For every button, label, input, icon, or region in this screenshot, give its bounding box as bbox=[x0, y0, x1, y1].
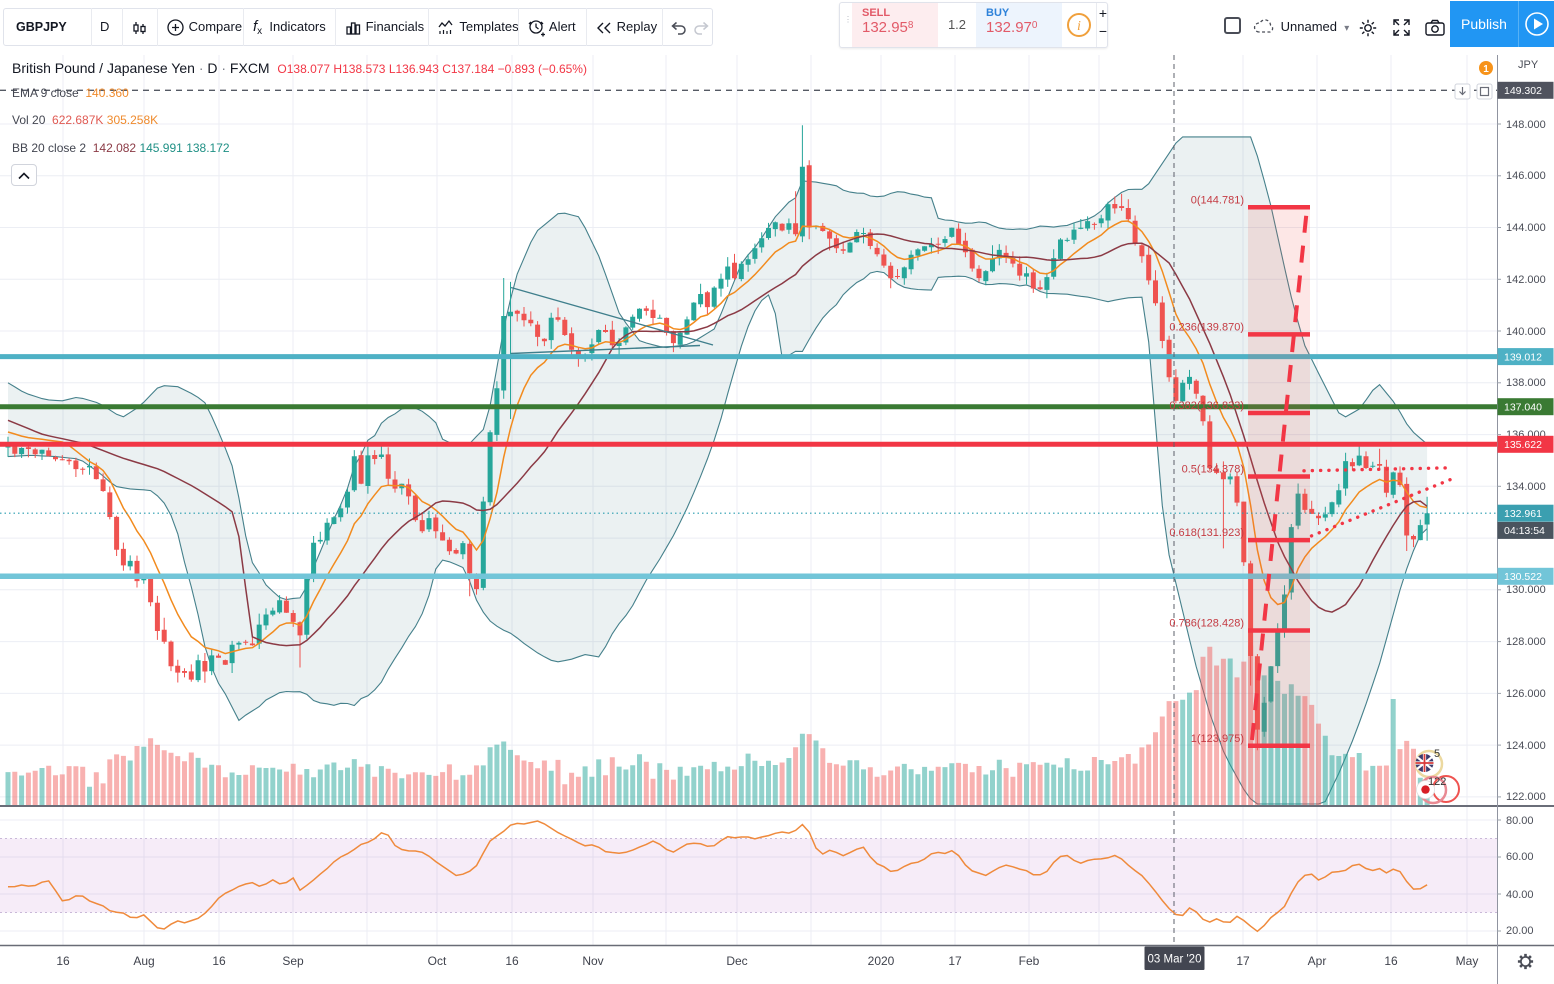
svg-text:Oct: Oct bbox=[428, 954, 447, 968]
svg-text:Apr: Apr bbox=[1308, 954, 1327, 968]
svg-text:139.012: 139.012 bbox=[1504, 351, 1542, 363]
svg-text:JPY: JPY bbox=[1518, 59, 1539, 71]
svg-text:20.00: 20.00 bbox=[1506, 925, 1534, 937]
svg-text:122.000: 122.000 bbox=[1506, 791, 1546, 803]
svg-text:80.00: 80.00 bbox=[1506, 815, 1534, 827]
svg-text:16: 16 bbox=[1384, 954, 1398, 968]
svg-text:144.000: 144.000 bbox=[1506, 222, 1546, 234]
svg-text:0.618(131.923): 0.618(131.923) bbox=[1169, 527, 1244, 539]
svg-text:5: 5 bbox=[1434, 748, 1440, 760]
svg-text:132.961: 132.961 bbox=[1504, 508, 1542, 520]
svg-text:03 Mar '20: 03 Mar '20 bbox=[1148, 954, 1202, 966]
svg-text:0.5(134.378): 0.5(134.378) bbox=[1182, 464, 1244, 476]
svg-text:16: 16 bbox=[505, 954, 519, 968]
svg-text:134.000: 134.000 bbox=[1506, 481, 1546, 493]
svg-text:124.000: 124.000 bbox=[1506, 740, 1546, 752]
svg-text:122: 122 bbox=[1428, 776, 1446, 788]
svg-text:138.000: 138.000 bbox=[1506, 377, 1546, 389]
svg-text:137.040: 137.040 bbox=[1504, 402, 1542, 414]
svg-text:60.00: 60.00 bbox=[1506, 851, 1534, 863]
svg-text:0.236(139.870): 0.236(139.870) bbox=[1169, 321, 1244, 333]
svg-text:142.000: 142.000 bbox=[1506, 274, 1546, 286]
svg-text:Sep: Sep bbox=[282, 954, 304, 968]
svg-text:146.000: 146.000 bbox=[1506, 170, 1546, 182]
svg-text:135.622: 135.622 bbox=[1504, 439, 1542, 451]
svg-text:Aug: Aug bbox=[133, 954, 154, 968]
svg-text:17: 17 bbox=[1236, 954, 1250, 968]
svg-text:0.382(136.833): 0.382(136.833) bbox=[1169, 400, 1244, 412]
svg-text:1: 1 bbox=[1483, 64, 1489, 75]
svg-text:Feb: Feb bbox=[1019, 954, 1040, 968]
svg-text:16: 16 bbox=[56, 954, 70, 968]
svg-text:149.302: 149.302 bbox=[1504, 85, 1542, 97]
svg-text:Dec: Dec bbox=[726, 954, 747, 968]
svg-text:1(123.975): 1(123.975) bbox=[1191, 733, 1244, 745]
svg-text:130.000: 130.000 bbox=[1506, 584, 1546, 596]
svg-text:130.522: 130.522 bbox=[1504, 571, 1542, 583]
svg-text:40.00: 40.00 bbox=[1506, 889, 1534, 901]
svg-text:2020: 2020 bbox=[868, 954, 895, 968]
svg-text:04:13:54: 04:13:54 bbox=[1504, 525, 1545, 537]
svg-text:Nov: Nov bbox=[582, 954, 603, 968]
svg-text:17: 17 bbox=[948, 954, 962, 968]
svg-text:0(144.781): 0(144.781) bbox=[1191, 194, 1244, 206]
svg-text:128.000: 128.000 bbox=[1506, 636, 1546, 648]
svg-text:148.000: 148.000 bbox=[1506, 119, 1546, 131]
svg-text:16: 16 bbox=[212, 954, 226, 968]
svg-text:May: May bbox=[1456, 954, 1479, 968]
svg-text:0.786(128.428): 0.786(128.428) bbox=[1169, 618, 1244, 630]
svg-text:i: i bbox=[1077, 19, 1081, 34]
svg-text:140.000: 140.000 bbox=[1506, 326, 1546, 338]
svg-text:126.000: 126.000 bbox=[1506, 688, 1546, 700]
